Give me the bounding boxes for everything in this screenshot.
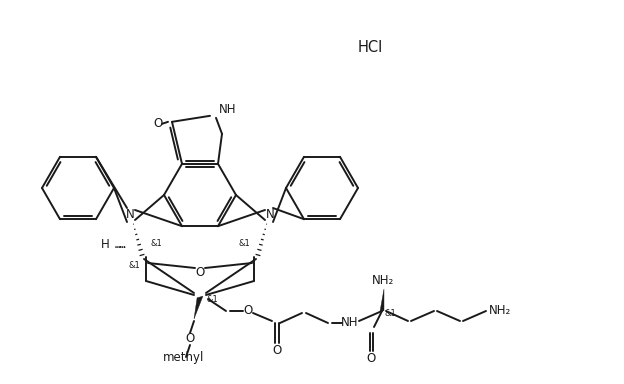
Text: methyl: methyl <box>163 351 205 364</box>
Text: &1: &1 <box>150 238 162 248</box>
Text: NH₂: NH₂ <box>372 275 394 288</box>
Text: O: O <box>195 266 205 280</box>
Text: &1: &1 <box>206 295 218 303</box>
Text: HCl: HCl <box>358 40 383 56</box>
Text: N: N <box>266 209 275 222</box>
Text: N: N <box>125 209 134 222</box>
Text: NH: NH <box>219 103 236 116</box>
Text: O: O <box>185 333 195 346</box>
Text: NH₂: NH₂ <box>489 305 511 318</box>
Text: O: O <box>272 344 281 358</box>
Text: O: O <box>243 305 253 318</box>
Text: O: O <box>366 353 376 366</box>
Polygon shape <box>380 289 384 311</box>
Text: O: O <box>154 118 163 130</box>
Text: NH: NH <box>341 316 359 329</box>
Text: &1: &1 <box>384 308 396 318</box>
Polygon shape <box>194 296 203 319</box>
Text: &1: &1 <box>128 260 140 270</box>
Text: ……: …… <box>115 240 127 250</box>
Text: H: H <box>101 238 110 252</box>
Text: &1: &1 <box>238 238 250 248</box>
